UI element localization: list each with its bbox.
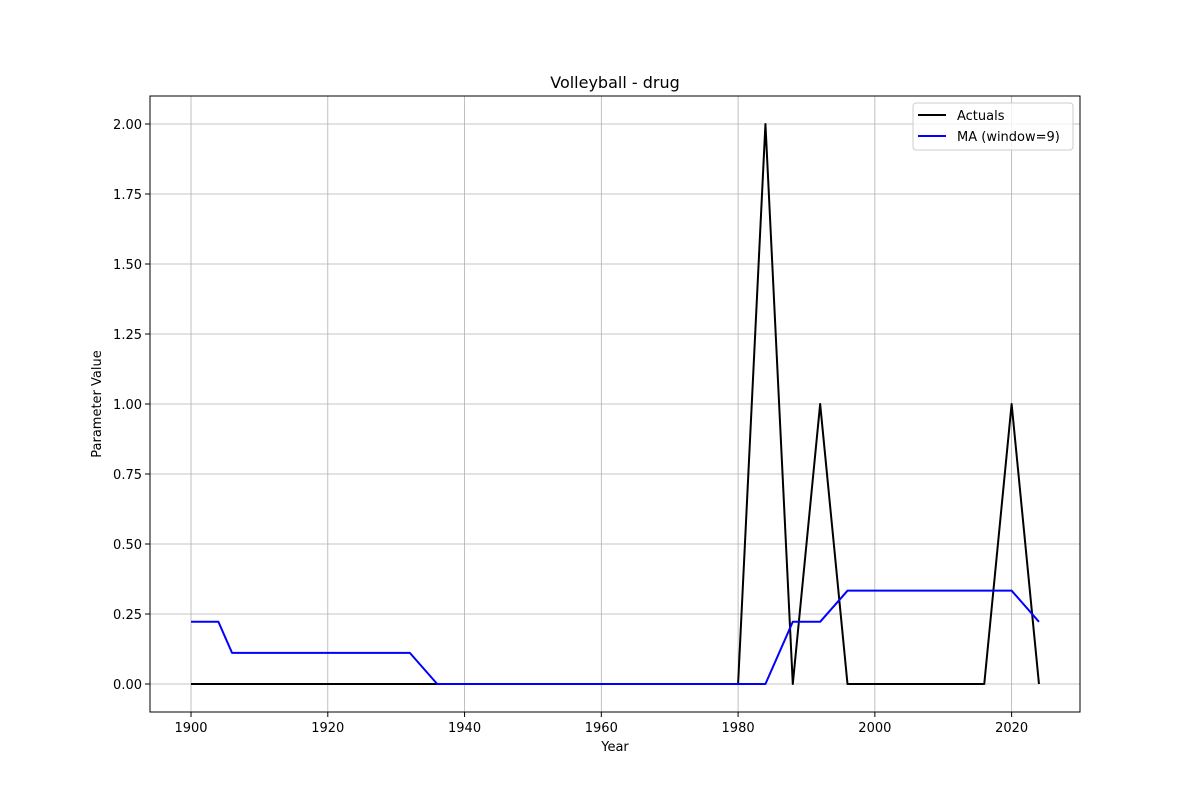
y-tick-label: 0.25 xyxy=(113,608,142,623)
y-tick-label: 2.00 xyxy=(113,118,142,133)
x-tick-label: 1940 xyxy=(448,721,481,736)
x-tick-label: 2000 xyxy=(858,721,891,736)
y-tick-label: 0.50 xyxy=(113,538,142,553)
y-axis-label: Parameter Value xyxy=(90,350,105,457)
x-tick-label: 2020 xyxy=(995,721,1028,736)
x-tick-label: 1980 xyxy=(722,721,755,736)
y-tick-label: 1.75 xyxy=(113,188,142,203)
x-tick-label: 1960 xyxy=(585,721,618,736)
y-tick-label: 0.00 xyxy=(113,678,142,693)
y-tick-label: 1.25 xyxy=(113,328,142,343)
y-axis-ticks: 0.00 0.25 0.50 0.75 1.00 1.25 1.50 1.75 2.00 xyxy=(113,118,150,693)
y-tick-label: 1.50 xyxy=(113,258,142,273)
x-axis-label: Year xyxy=(600,740,629,755)
chart-title: Volleyball - drug xyxy=(550,73,680,92)
series-lines xyxy=(191,123,1040,685)
y-tick-label: 0.75 xyxy=(113,468,142,483)
x-axis-ticks: 1900 1920 1940 1960 1980 2000 2020 xyxy=(174,712,1028,736)
legend-box xyxy=(912,102,1074,151)
x-tick-label: 1900 xyxy=(174,721,207,736)
legend-label-ma: MA (window=9) xyxy=(957,130,1060,145)
moving-average-line xyxy=(191,589,1040,685)
legend: Actuals MA (window=9) xyxy=(912,102,1074,151)
legend-label-actuals: Actuals xyxy=(957,109,1005,124)
x-tick-label: 1920 xyxy=(311,721,344,736)
y-tick-label: 1.00 xyxy=(113,398,142,413)
